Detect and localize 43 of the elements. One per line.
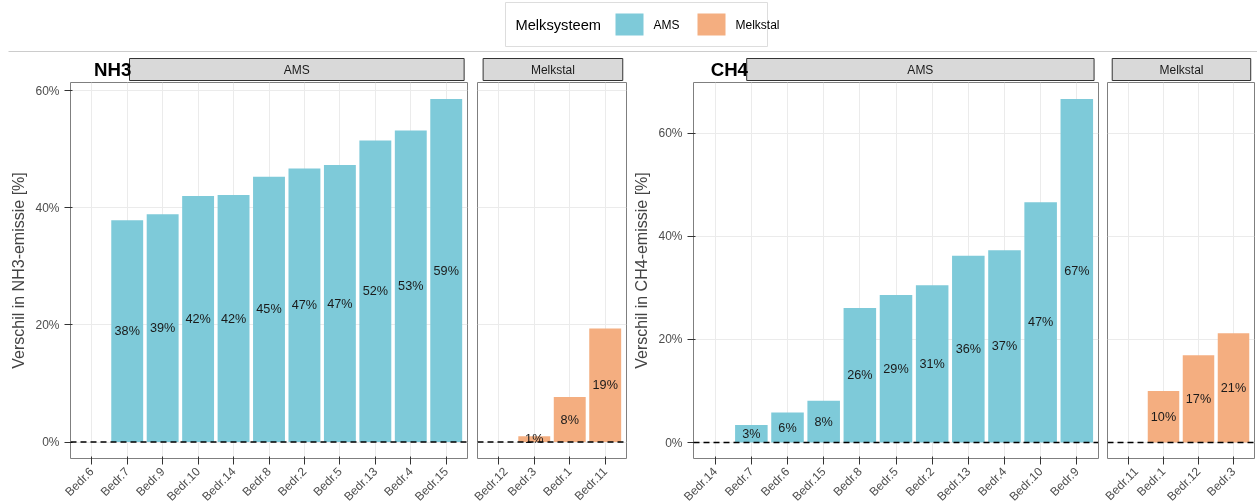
text: AMS — [283, 62, 310, 77]
legend-label: Melkstal — [735, 17, 780, 32]
text: Melkstal — [1159, 62, 1204, 77]
data-label: 29% — [883, 361, 909, 376]
data-label: 39% — [150, 321, 176, 336]
y-tick-label: 20% — [658, 332, 683, 347]
y-tick-label: 0% — [42, 435, 60, 450]
data-label: 8% — [560, 412, 579, 427]
data-label: 8% — [814, 414, 833, 429]
y-tick-label: 0% — [665, 435, 683, 450]
data-label: 59% — [433, 263, 459, 278]
data-label: 47% — [327, 296, 353, 311]
data-label: 26% — [847, 368, 873, 383]
data-label: 47% — [1027, 315, 1054, 330]
data-label: 53% — [398, 279, 424, 294]
data-label: 37% — [991, 339, 1018, 354]
legend-title: Melksysteem — [515, 16, 602, 33]
text: Melkstal — [530, 62, 575, 77]
y-tick-label: 60% — [35, 83, 60, 98]
y-tick-label: 20% — [35, 317, 60, 332]
data-label: 21% — [1220, 380, 1247, 395]
data-label: 45% — [256, 302, 282, 317]
data-label: 10% — [1150, 409, 1177, 424]
data-label: 47% — [291, 298, 318, 313]
data-label: 42% — [220, 311, 247, 326]
y-axis-title: Verschil in CH4-emissie [%] — [633, 172, 651, 369]
data-label: 19% — [592, 378, 618, 393]
data-label: 52% — [362, 284, 389, 299]
legend-label: AMS — [653, 17, 680, 32]
data-label: 38% — [114, 324, 140, 339]
data-label: 1% — [525, 432, 544, 447]
text: AMS — [907, 62, 934, 77]
data-label: 31% — [919, 356, 945, 371]
y-tick-label: 40% — [35, 200, 60, 215]
data-label: 67% — [1064, 263, 1090, 278]
y-tick-label: 40% — [658, 229, 683, 244]
data-label: 42% — [185, 312, 211, 327]
data-label: 6% — [778, 420, 797, 435]
data-label: 3% — [742, 426, 761, 441]
y-axis-title: Verschil in NH3-emissie [%] — [10, 172, 28, 369]
y-tick-label: 60% — [658, 126, 683, 141]
data-label: 17% — [1185, 391, 1212, 406]
data-label: 36% — [955, 342, 981, 357]
